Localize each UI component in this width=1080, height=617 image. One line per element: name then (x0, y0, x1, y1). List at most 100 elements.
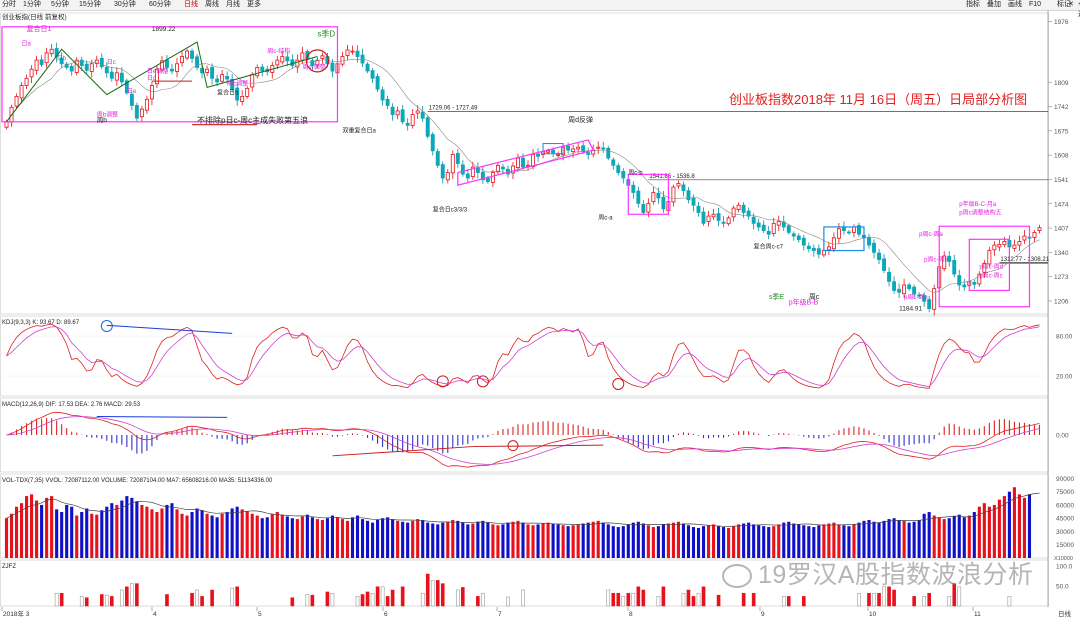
macd-tick-label: 0.00 (1056, 433, 1069, 440)
volume-bar (225, 512, 229, 558)
volume-bar (165, 504, 169, 558)
candle (766, 230, 771, 235)
volume-bar (907, 522, 911, 558)
candle (917, 294, 922, 297)
candle (746, 210, 751, 217)
volume-bar (446, 521, 450, 558)
volume-bar (466, 524, 470, 558)
toolbar-right-0[interactable]: 指标 (966, 1, 980, 8)
wave-label: 复合日c3/3/3 (433, 206, 468, 214)
tab-9[interactable]: 更多 (247, 1, 261, 8)
kdj-circle (476, 375, 489, 388)
volume-bar (596, 520, 600, 558)
volume-bar (947, 518, 951, 558)
volume-bar (391, 519, 395, 558)
tab-3[interactable]: 15分钟 (79, 1, 101, 8)
candle (119, 72, 124, 83)
candle (531, 154, 535, 167)
macd-arrow (96, 416, 228, 418)
low-label: 1184.91 (899, 305, 922, 312)
volume-bar (566, 526, 570, 558)
zjfz-bar (661, 586, 666, 607)
zjfz-bar (696, 592, 701, 607)
volume-bar (957, 514, 961, 558)
toolbar-right-2[interactable]: 画线 (1008, 1, 1022, 8)
candle (1012, 244, 1017, 249)
tab-7[interactable]: 周线 (205, 1, 219, 8)
zjfz-bar (626, 592, 631, 607)
candle (460, 164, 465, 175)
tab-1[interactable]: 1分钟 (23, 1, 41, 8)
price-tick-label: 1340 (1054, 250, 1069, 257)
volume-bar (817, 525, 821, 558)
candle (596, 146, 601, 149)
panel-price (0, 12, 1049, 315)
candle (165, 59, 169, 68)
candle (1002, 241, 1007, 246)
candle (84, 63, 89, 71)
zjfz-bar (872, 592, 876, 607)
candle (867, 237, 871, 246)
candle (465, 173, 470, 179)
kdj-arrow (106, 324, 233, 334)
candle (721, 221, 726, 224)
candle (104, 66, 109, 74)
candle (425, 117, 430, 137)
volume-bar (857, 522, 861, 558)
close-icon[interactable]: ✕ (1068, 1, 1074, 8)
volume-bar (827, 523, 831, 558)
volume-bar (355, 515, 360, 558)
macd-dif-line (6, 411, 1040, 468)
tab-5[interactable]: 60分钟 (149, 1, 171, 8)
volume-bar (521, 522, 525, 558)
tab-6[interactable]: 日线 (184, 1, 198, 8)
tab-0[interactable]: 分时 (2, 1, 16, 8)
zjfz-bar (656, 596, 661, 607)
wave-label: 日e调整 (147, 67, 168, 75)
volume-bar (431, 523, 435, 558)
zjfz-bar (130, 583, 134, 607)
volume-bar (732, 526, 736, 558)
volume-bar (762, 526, 766, 558)
volume-bar (285, 516, 289, 558)
candle (300, 52, 305, 61)
volume-bar (421, 519, 425, 558)
volume-bar (727, 527, 731, 558)
zjfz-bar (616, 592, 621, 607)
candle (907, 284, 912, 290)
candle (290, 59, 295, 66)
zjfz-bar (686, 589, 691, 607)
candle (992, 244, 997, 251)
zjfz-bar (125, 586, 129, 607)
zjfz-bar (887, 586, 891, 607)
candle (841, 227, 846, 231)
zjfz-bar (857, 592, 861, 607)
volume-bar (345, 520, 350, 558)
zjfz-bar (877, 592, 881, 607)
tab-8[interactable]: 月线 (226, 1, 240, 8)
panel-kdj (0, 315, 1049, 397)
volume-tick-label: 60000 (1056, 502, 1074, 509)
tab-2[interactable]: 5分钟 (51, 1, 69, 8)
volume-bar (135, 501, 139, 558)
reference-lines: 1729.06 - 1727.49 1541.86 - 1536.8 1312.77… (427, 106, 1050, 264)
zjfz-bar (420, 592, 425, 607)
candle (671, 186, 676, 203)
toolbar-right-3[interactable]: F10 (1029, 1, 1042, 8)
tab-4[interactable]: 30分钟 (114, 1, 136, 8)
toolbar-right-4[interactable]: 标记 (1057, 1, 1071, 8)
volume-bar (45, 497, 49, 558)
toolbar-right-5[interactable]: +自选 (1078, 0, 1080, 20)
volume-bar (842, 525, 846, 558)
volume-bar (531, 525, 535, 558)
kdj-k-line (6, 323, 1040, 389)
zjfz-bar (476, 596, 480, 607)
candle (430, 134, 435, 152)
candle (14, 96, 19, 107)
zjfz-legend: ZJFZ (2, 564, 16, 570)
date-tick-label: 6 (384, 611, 388, 617)
volume-bar (210, 515, 214, 558)
candle (1022, 235, 1027, 241)
toolbar-right-1[interactable]: 叠加 (987, 1, 1001, 8)
volume-bar (75, 515, 79, 558)
